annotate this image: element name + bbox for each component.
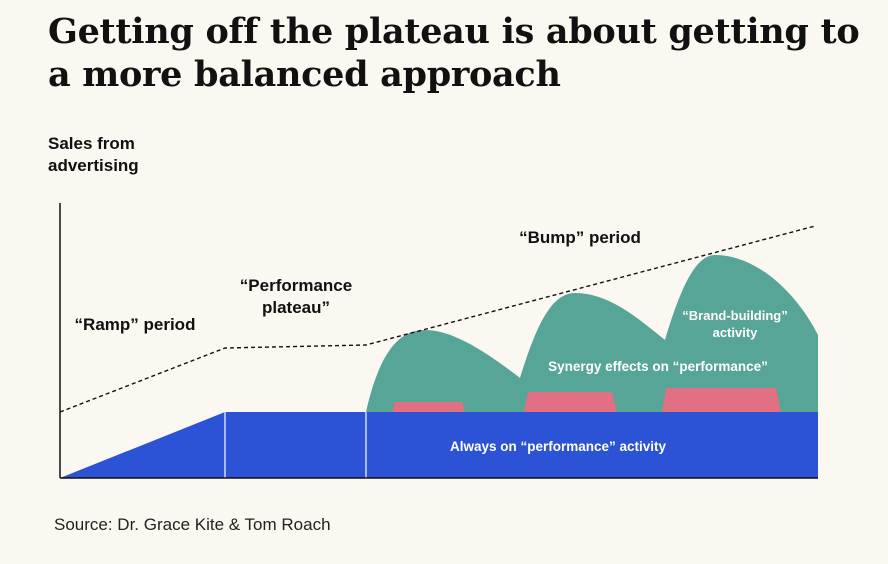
synergy-label: Synergy effects on “performance” (548, 359, 768, 374)
source-credit: Source: Dr. Grace Kite & Tom Roach (54, 515, 331, 534)
synergy-block-2 (524, 392, 617, 412)
y-axis-label: Sales from advertising (48, 134, 139, 175)
bump-period-label: “Bump” period (519, 228, 641, 247)
page-title: Getting off the plateau is about getting… (48, 11, 860, 95)
always-on-area (60, 412, 818, 478)
brand-building-label-line1: “Brand-building” (682, 308, 787, 323)
ramp-period-label: “Ramp” period (75, 315, 196, 334)
synergy-block-1 (392, 402, 465, 412)
synergy-block-3 (662, 388, 781, 412)
plateau-period-label-line2: plateau” (262, 298, 330, 317)
brand-building-area (366, 255, 818, 412)
brand-building-label-line2: activity (713, 325, 759, 340)
trend-line (59, 225, 816, 413)
plateau-period-label-line1: “Performance (240, 276, 352, 295)
always-on-label: Always on “performance” activity (450, 439, 667, 454)
